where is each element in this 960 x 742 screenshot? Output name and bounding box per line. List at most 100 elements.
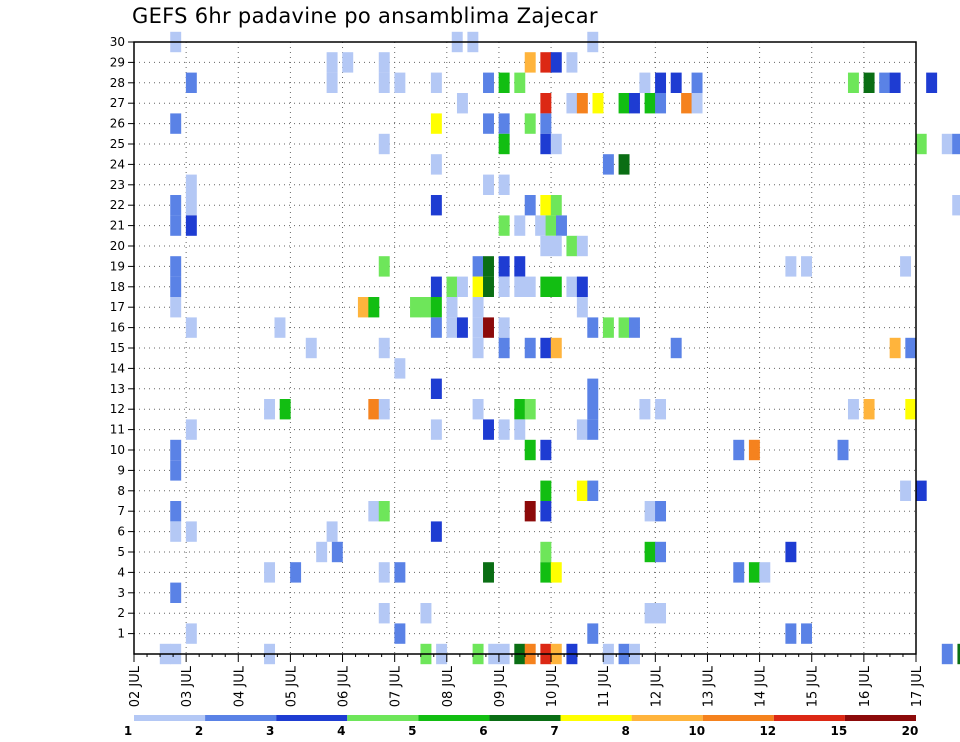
heatmap-cell: [472, 276, 484, 297]
heatmap-cell: [847, 72, 859, 93]
heatmap-cell: [691, 93, 703, 114]
heatmap-cell: [592, 93, 604, 114]
heatmap-cell: [566, 235, 578, 257]
heatmap-cell: [879, 72, 891, 93]
y-tick-label: 23: [110, 178, 125, 192]
heatmap-cell: [368, 297, 380, 318]
legend-label: 2: [195, 724, 203, 738]
heatmap-cell: [326, 521, 338, 542]
heatmap-cell: [550, 337, 562, 359]
grid-lines: [134, 42, 916, 654]
heatmap-cell: [446, 317, 458, 338]
heatmap-cell: [540, 480, 552, 501]
x-tick-label: 15 JUL: [806, 665, 821, 707]
heatmap-cell: [926, 72, 938, 93]
legend-label: 3: [266, 724, 274, 738]
heatmap-cell: [540, 113, 552, 134]
heatmap-cell: [785, 541, 797, 563]
heatmap-cell: [498, 419, 510, 440]
legend-swatch: [134, 715, 206, 721]
heatmap-cell: [655, 72, 667, 93]
heatmap-cell: [378, 501, 390, 522]
heatmap-cell: [847, 399, 859, 420]
y-tick-label: 11: [110, 423, 125, 437]
heatmap-cell: [316, 541, 328, 563]
heatmap-cell: [801, 256, 812, 277]
heatmap-cell: [639, 399, 651, 420]
heatmap-cell: [733, 439, 745, 461]
heatmap-cell: [420, 297, 432, 318]
heatmap-cell: [430, 113, 442, 134]
heatmap-cell: [185, 317, 197, 338]
heatmap-cell: [170, 215, 182, 236]
heatmap-cell: [566, 52, 578, 73]
heatmap-cell: [801, 623, 812, 644]
heatmap-cell: [540, 562, 552, 583]
heatmap-cell: [430, 276, 442, 297]
heatmap-cell: [170, 113, 182, 134]
x-tick-label: 12 JUL: [649, 665, 664, 707]
legend-label: 5: [408, 724, 416, 738]
heatmap-cell: [540, 195, 552, 216]
heatmap-cell: [576, 419, 588, 440]
x-axis: 02 JUL 03 JUL 04 JUL 05 JUL 06 JUL 07 JUL 08 J…: [128, 654, 925, 707]
heatmap-cell: [785, 256, 797, 277]
heatmap-cell: [556, 215, 567, 236]
heatmap-cell: [587, 419, 599, 440]
heatmap-cell: [483, 72, 494, 93]
heatmap-cell: [498, 174, 510, 195]
legend-swatch: [205, 715, 277, 721]
y-tick-label: 14: [110, 361, 125, 375]
heatmap-cell: [472, 317, 484, 338]
heatmap-cell: [446, 297, 458, 318]
heatmap-cell: [670, 337, 682, 359]
legend-swatch: [560, 715, 632, 721]
x-tick-label: 16 JUL: [858, 665, 873, 707]
y-tick-label: 17: [110, 300, 125, 314]
heatmap-cell: [576, 297, 588, 318]
heatmap-cell: [905, 399, 917, 420]
x-tick-label: 06 JUL: [337, 665, 352, 707]
heatmap-cell: [514, 276, 526, 297]
heatmap-cell: [602, 154, 614, 175]
heatmap-cell: [498, 337, 510, 359]
y-tick-label: 25: [110, 137, 125, 151]
heatmap-cell: [430, 195, 442, 216]
x-tick-label: 14 JUL: [754, 665, 769, 707]
y-tick-label: 13: [110, 382, 125, 396]
heatmap-cell: [185, 174, 197, 195]
heatmap-cell: [655, 603, 667, 624]
heatmap-cell: [629, 317, 640, 338]
heatmap-cell: [368, 399, 380, 420]
heatmap-cell: [514, 419, 526, 440]
heatmap-cell: [290, 562, 302, 583]
y-tick-label: 10: [110, 443, 125, 457]
heatmap-cell: [535, 215, 547, 236]
heatmap-cell: [540, 541, 552, 563]
heatmap-cell: [644, 93, 656, 114]
legend-label: 8: [621, 724, 629, 738]
heatmap-cell: [759, 562, 771, 583]
y-tick-label: 3: [117, 586, 125, 600]
heatmap-cell: [498, 215, 510, 236]
heatmap-cell: [331, 541, 343, 563]
heatmap-cell: [514, 256, 526, 277]
y-tick-label: 30: [110, 35, 125, 49]
heatmap-cell: [446, 276, 458, 297]
x-tick-label: 09 JUL: [493, 665, 508, 707]
heatmap-cell: [576, 235, 588, 257]
legend-label: 20: [902, 724, 919, 738]
heatmap-cell: [952, 133, 960, 155]
x-tick-label: 08 JUL: [441, 665, 456, 707]
heatmap-cell: [456, 317, 468, 338]
heatmap-cell: [170, 582, 182, 603]
heatmap-cell: [264, 399, 276, 420]
heatmap-cell: [483, 256, 494, 277]
heatmap-cell: [430, 378, 442, 399]
heatmap-cell: [483, 317, 494, 338]
heatmap-cell: [540, 52, 552, 73]
heatmap-cell: [540, 133, 552, 155]
heatmap-cell: [618, 93, 630, 114]
heatmap-cell: [629, 93, 640, 114]
heatmap-cell: [394, 72, 406, 93]
